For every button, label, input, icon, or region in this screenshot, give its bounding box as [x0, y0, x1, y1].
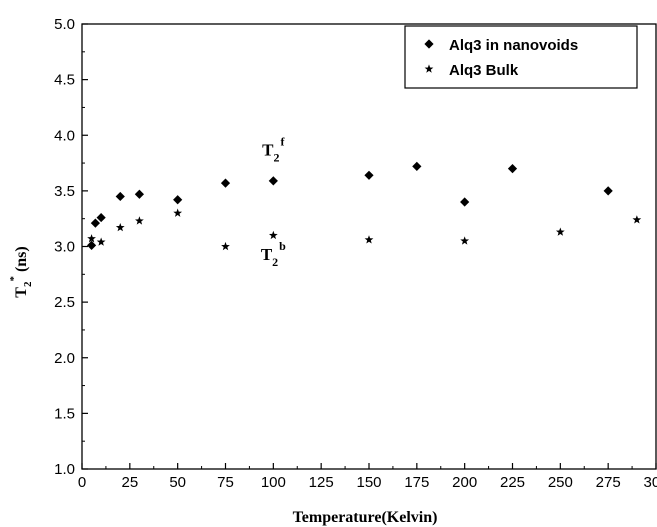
- x-tick-label: 225: [500, 474, 525, 491]
- data-point: [96, 237, 106, 246]
- annotation-t2-b: T2b: [261, 239, 286, 269]
- data-point: [507, 164, 518, 174]
- x-tick-label: 50: [169, 474, 186, 491]
- data-point: [135, 216, 144, 225]
- axis-ticks: 0 25 50 75 100 125 150 175 200 225 250 275 300 1.0 1.5…: [54, 16, 657, 491]
- x-tick-label: 200: [452, 474, 477, 491]
- legend-marker-nanovoids: [424, 39, 434, 49]
- legend-marker-bulk: [424, 64, 434, 73]
- legend-label-bulk: Alq3 Bulk: [449, 62, 519, 79]
- data-point: [134, 189, 144, 199]
- data-point: [364, 235, 374, 244]
- y-axis-title-unit: (ns): [13, 246, 30, 276]
- x-tick-label: 150: [356, 474, 381, 491]
- y-axis-title-sup: *: [8, 276, 20, 282]
- annotation-t2-f-main: T: [262, 140, 274, 159]
- y-axis-title: T2* (ns): [8, 246, 34, 297]
- data-point: [173, 195, 183, 205]
- legend: Alq3 in nanovoids Alq3 Bulk: [404, 25, 638, 89]
- data-point: [460, 197, 470, 207]
- data-point: [173, 208, 183, 217]
- data-point: [96, 212, 106, 223]
- y-tick-label: 4.5: [54, 72, 75, 89]
- x-tick-label: 250: [548, 474, 573, 491]
- annotation-t2-f: T2f: [262, 134, 285, 164]
- annotation-t2-b-sup: b: [279, 239, 286, 253]
- data-point: [86, 240, 97, 250]
- data-point: [115, 191, 125, 202]
- y-tick-label: 5.0: [54, 16, 75, 33]
- x-tick-label: 75: [217, 474, 234, 491]
- plot-area-frame: [81, 23, 657, 470]
- series-nanovoids: [86, 161, 613, 250]
- y-tick-label: 4.0: [54, 127, 75, 144]
- x-tick-label: 275: [596, 474, 621, 491]
- data-point: [364, 170, 374, 180]
- data-point: [115, 222, 125, 232]
- data-point: [603, 186, 613, 196]
- legend-label-nanovoids: Alq3 in nanovoids: [449, 37, 578, 54]
- x-tick-label: 125: [309, 474, 334, 491]
- data-point: [221, 241, 230, 251]
- annotation-t2-f-sub: 2: [274, 150, 280, 164]
- y-tick-label: 3.5: [54, 183, 75, 200]
- y-tick-label: 1.0: [54, 461, 75, 478]
- y-tick-label: 2.0: [54, 350, 75, 367]
- data-point: [412, 161, 422, 171]
- annotation-t2-b-sub: 2: [272, 255, 278, 269]
- x-tick-label: 175: [404, 474, 429, 491]
- data-point: [90, 218, 100, 228]
- y-tick-label: 3.0: [54, 239, 75, 256]
- legend-star-marker: [424, 64, 434, 73]
- legend-diamond-marker: [424, 39, 434, 49]
- data-points: [86, 161, 642, 251]
- x-tick-label: 0: [78, 474, 86, 491]
- y-tick-label: 2.5: [54, 294, 75, 311]
- x-tick-label: 25: [121, 474, 138, 491]
- y-axis-title-main: T: [13, 287, 30, 298]
- legend-box: [404, 25, 638, 89]
- data-point: [220, 178, 231, 188]
- series-bulk: [87, 208, 642, 251]
- y-tick-label: 1.5: [54, 405, 75, 422]
- data-point: [632, 215, 642, 224]
- annotation-t2-f-sup: f: [281, 134, 286, 148]
- data-point: [268, 230, 278, 240]
- y-axis-title-sub: 2: [22, 281, 34, 287]
- annotation-t2-b-main: T: [261, 245, 273, 264]
- data-point: [460, 236, 470, 245]
- x-tick-label: 300: [643, 474, 657, 491]
- data-point: [87, 234, 96, 243]
- data-point: [555, 227, 565, 236]
- data-point: [268, 176, 278, 186]
- x-axis-title: Temperature(Kelvin): [293, 509, 438, 526]
- x-tick-label: 100: [261, 474, 286, 491]
